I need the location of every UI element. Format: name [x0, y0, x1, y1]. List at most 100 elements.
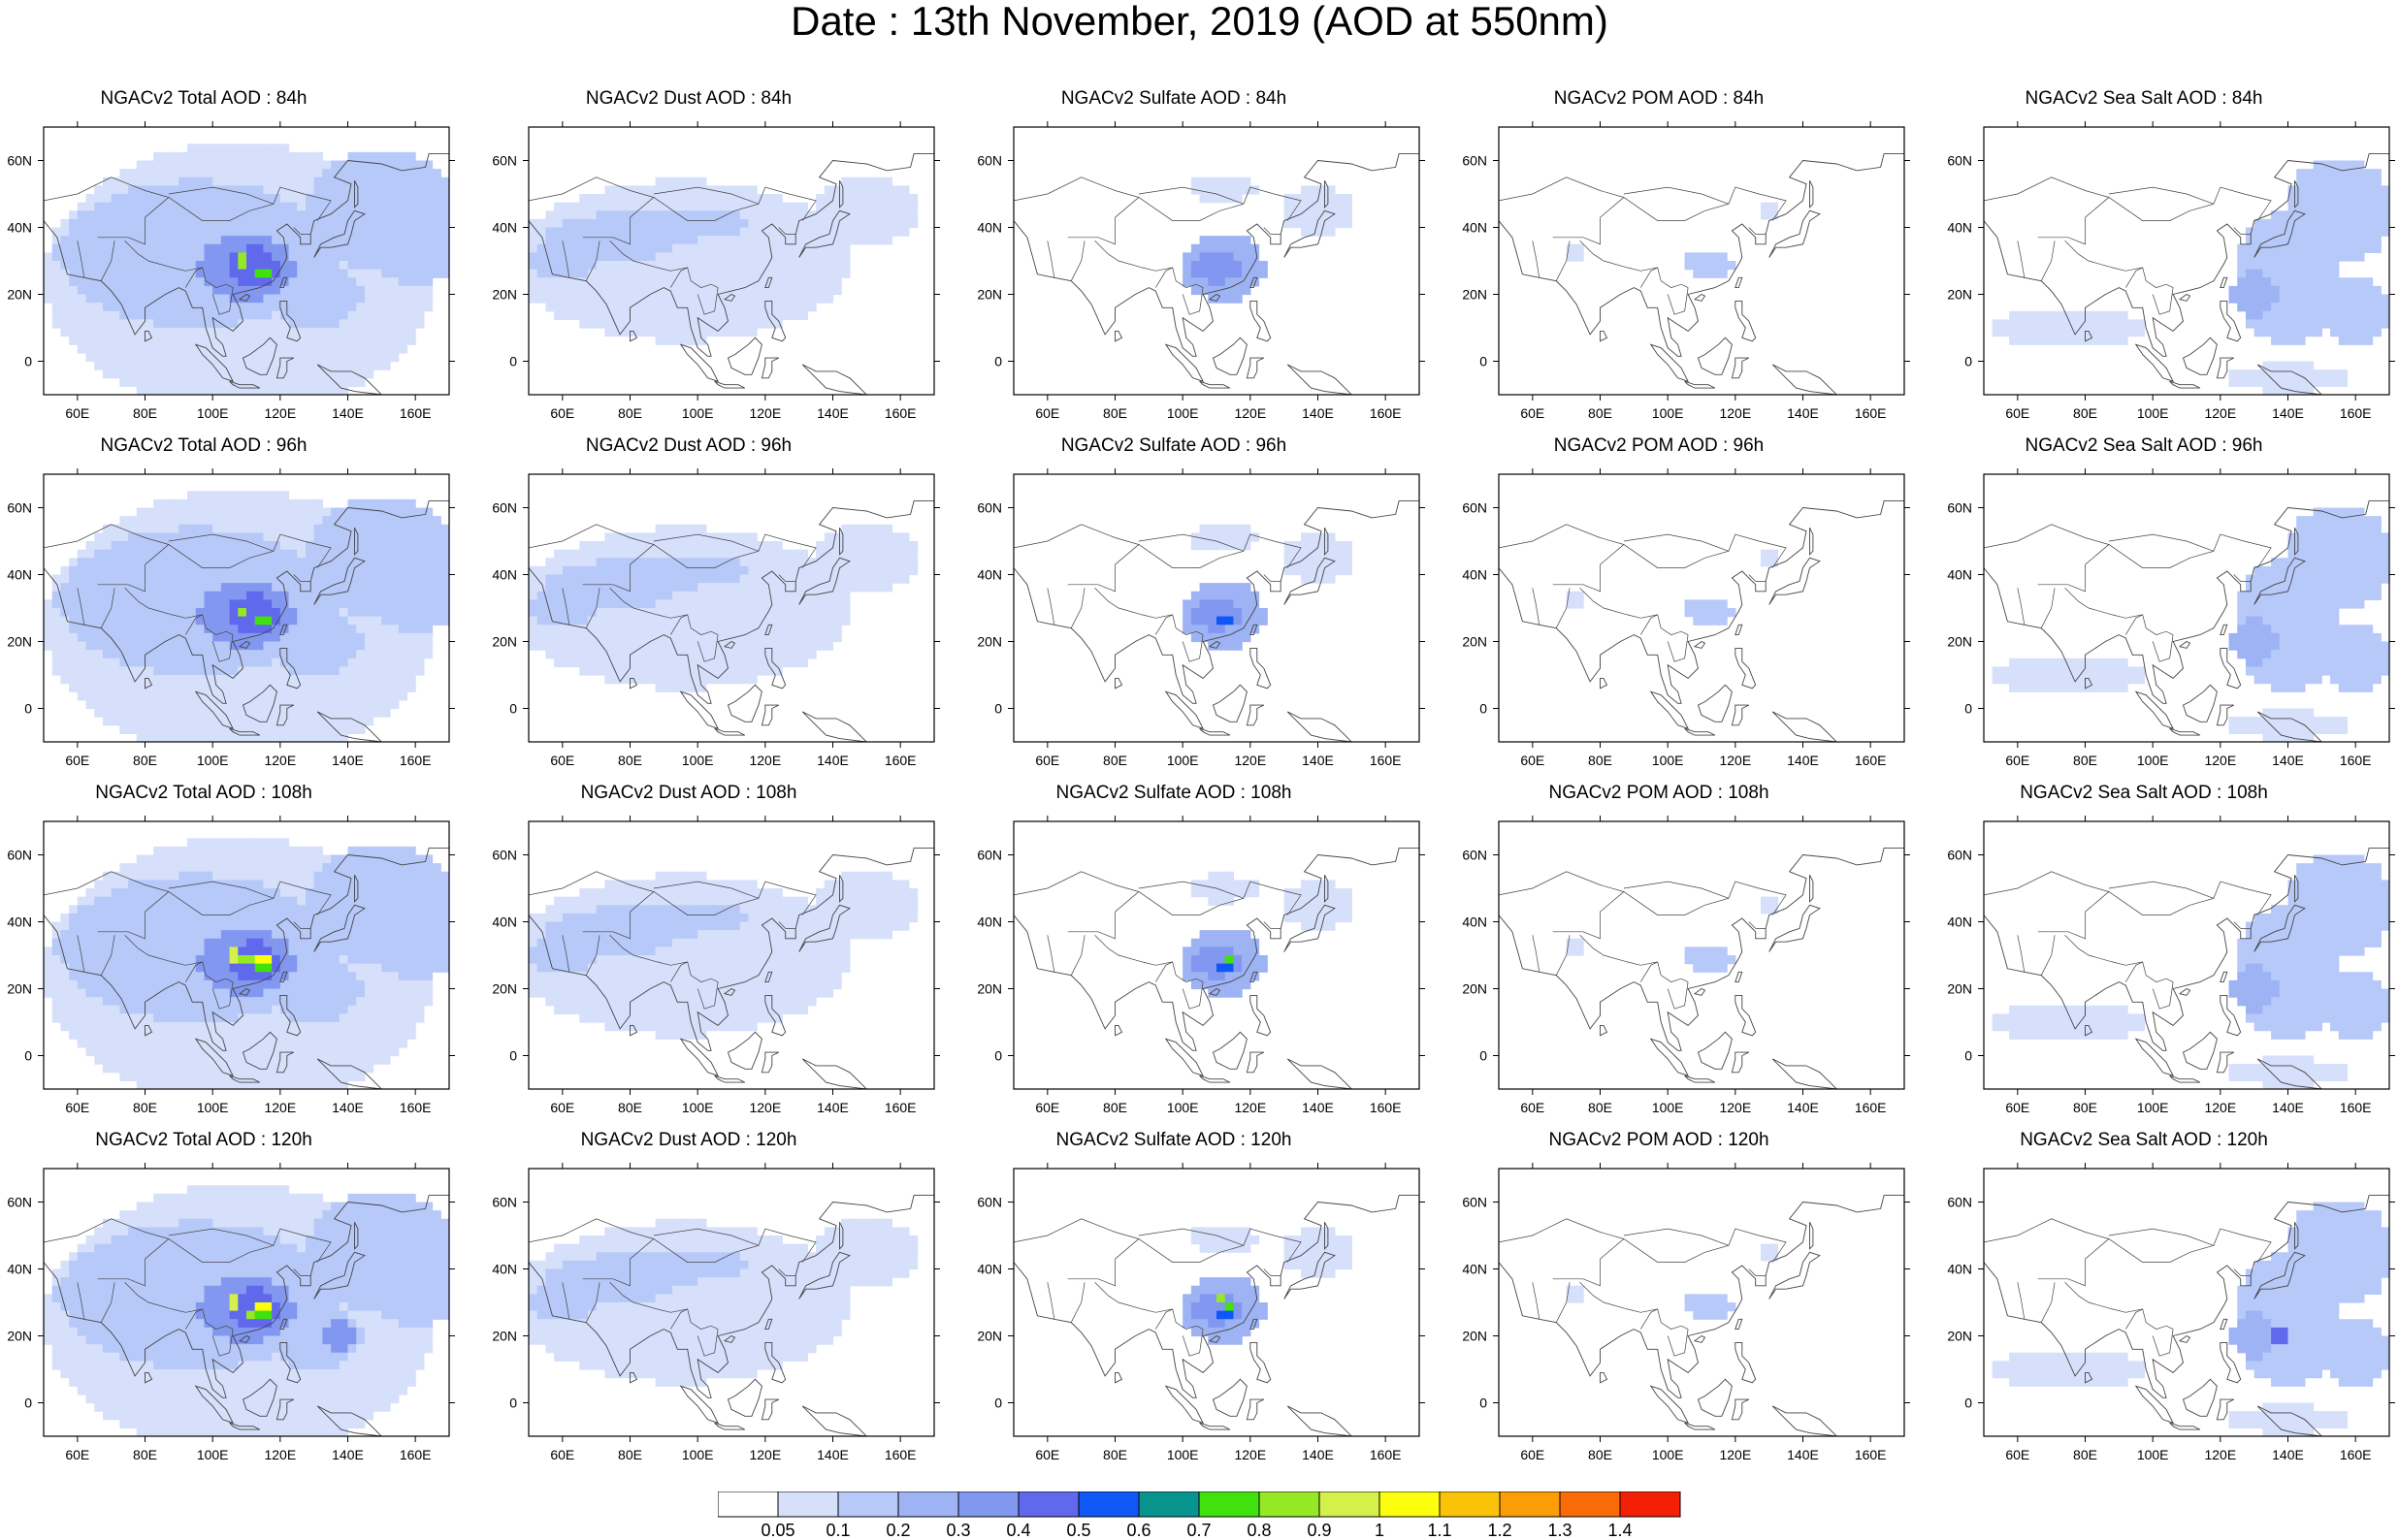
- panel-title: NGACv2 Sea Salt AOD : 96h: [2025, 435, 2263, 456]
- aod-cell: [900, 185, 910, 195]
- aod-cell: [782, 294, 792, 304]
- aod-cell: [195, 733, 206, 742]
- aod-cell: [2355, 310, 2365, 320]
- aod-cell: [587, 285, 598, 296]
- aod-cell: [398, 236, 408, 245]
- aod-cell: [322, 599, 332, 609]
- aod-cell: [757, 252, 766, 262]
- aod-cell: [536, 261, 547, 271]
- aod-cell: [229, 532, 239, 542]
- aod-cell: [2245, 369, 2255, 379]
- aod-cell: [529, 236, 538, 245]
- aod-cell: [69, 625, 79, 634]
- aod-cell: [2321, 202, 2331, 211]
- aod-cell: [128, 708, 138, 718]
- aod-cell: [748, 675, 758, 685]
- coastline-eurasia: [44, 474, 449, 704]
- aod-cell: [136, 169, 146, 178]
- aod-cell: [638, 532, 648, 542]
- country-border: [630, 533, 817, 568]
- aod-cell: [790, 632, 800, 643]
- aod-cell: [406, 658, 416, 667]
- aod-cell: [263, 491, 273, 500]
- aod-cell: [664, 252, 673, 262]
- aod-cell: [757, 303, 766, 312]
- aod-cell: [178, 336, 188, 345]
- aod-cell: [322, 328, 332, 337]
- aod-cell: [195, 160, 206, 170]
- aod-cell: [739, 294, 750, 304]
- aod-cell: [94, 565, 104, 576]
- aod-cell: [714, 236, 724, 245]
- aod-cell: [229, 599, 239, 609]
- aod-cell: [161, 658, 172, 667]
- aod-cell: [672, 532, 682, 542]
- aod-cell: [51, 583, 62, 593]
- aod-cell: [638, 227, 648, 237]
- aod-cell: [153, 369, 163, 379]
- aod-cell: [279, 541, 290, 551]
- aod-cell: [697, 218, 707, 229]
- aod-cell: [119, 261, 129, 271]
- aod-cell: [220, 285, 231, 296]
- aod-cell: [562, 658, 572, 667]
- aod-cell: [254, 361, 265, 370]
- aod-cell: [596, 294, 605, 304]
- aod-cell: [263, 210, 273, 220]
- aod-cell: [246, 310, 256, 320]
- aod-cell: [331, 361, 340, 370]
- aod-cell: [423, 202, 434, 211]
- aod-cell: [119, 632, 129, 643]
- aod-cell: [672, 632, 682, 643]
- aod-cell: [1317, 558, 1327, 567]
- aod-cell: [246, 666, 256, 676]
- aod-cell: [212, 666, 222, 676]
- aod-cell: [664, 532, 673, 542]
- aod-cell: [398, 252, 408, 262]
- aod-cell: [406, 498, 416, 509]
- aod-cell: [604, 591, 614, 600]
- aod-cell: [128, 344, 138, 354]
- aod-cell: [2313, 507, 2322, 517]
- aod-cell: [313, 277, 323, 287]
- aod-cell: [246, 294, 256, 304]
- aod-cell: [2330, 377, 2340, 387]
- aod-cell: [102, 532, 113, 542]
- aod-cell: [2304, 310, 2315, 320]
- aod-cell: [170, 344, 179, 354]
- aod-cell: [331, 336, 340, 345]
- aod-cell: [272, 574, 281, 584]
- aod-cell: [187, 319, 197, 329]
- aod-cell: [2279, 218, 2289, 229]
- aod-cell: [339, 625, 349, 634]
- aod-cell: [390, 202, 400, 211]
- aod-cell: [204, 683, 213, 692]
- aod-cell: [69, 675, 79, 685]
- aod-cell: [705, 608, 716, 618]
- aod-cell: [2372, 218, 2382, 229]
- aod-cell: [432, 565, 441, 576]
- aod-cell: [161, 294, 172, 304]
- aod-cell: [279, 632, 290, 643]
- aod-cell: [731, 583, 741, 593]
- aod-cell: [263, 269, 273, 278]
- aod-cell: [170, 169, 179, 178]
- aod-cell: [554, 591, 564, 600]
- aod-cell: [313, 608, 323, 618]
- aod-cell: [339, 269, 349, 278]
- aod-cell: [415, 541, 425, 551]
- aod-cell: [841, 176, 851, 186]
- aod-cell: [297, 352, 307, 363]
- aod-cell: [2119, 319, 2128, 329]
- aod-cell: [119, 516, 129, 526]
- aod-cell: [2245, 319, 2255, 329]
- aod-cell: [381, 328, 391, 337]
- country-border: [1094, 241, 1204, 288]
- aod-cell: [832, 218, 842, 229]
- aod-cell: [364, 717, 374, 726]
- aod-cell: [2338, 252, 2349, 262]
- aod-cell: [69, 650, 79, 659]
- aod-cell: [579, 319, 589, 329]
- aod-cell: [1249, 599, 1260, 609]
- aod-cell: [2296, 176, 2306, 186]
